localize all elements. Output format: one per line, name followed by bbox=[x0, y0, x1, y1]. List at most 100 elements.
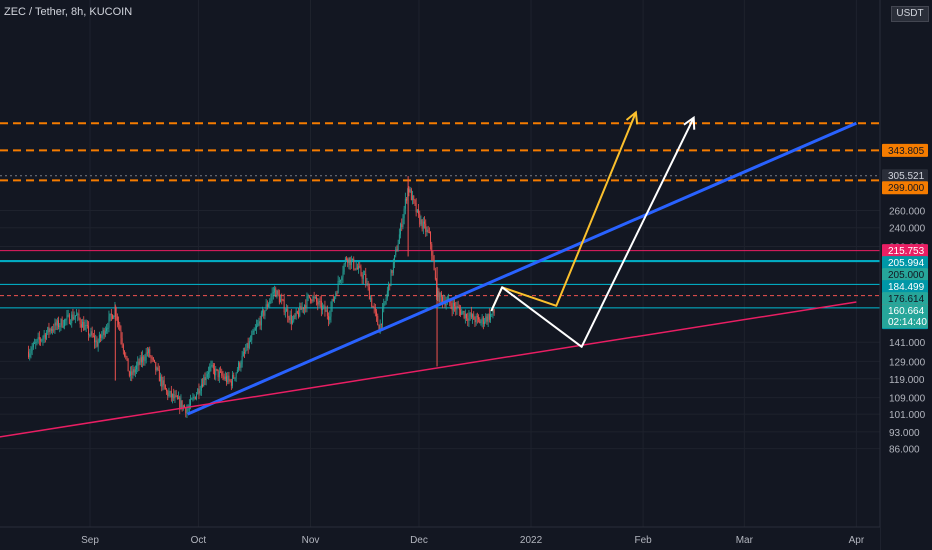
candle-body bbox=[175, 395, 177, 397]
candle-body bbox=[167, 391, 169, 397]
candle-body bbox=[390, 270, 392, 287]
candle-body bbox=[246, 343, 248, 351]
candle-body bbox=[384, 301, 386, 304]
price-label-pink: 215.753 bbox=[882, 244, 928, 258]
candle-body bbox=[222, 375, 224, 377]
candle-body bbox=[331, 299, 333, 307]
candle-body bbox=[72, 314, 74, 320]
price-tick-label: 109.000 bbox=[889, 394, 926, 405]
candle-body bbox=[413, 195, 415, 200]
candle-body bbox=[410, 189, 412, 201]
candle-body bbox=[200, 384, 202, 391]
pink-trendline[interactable] bbox=[0, 301, 857, 444]
currency-button[interactable]: USDT bbox=[891, 6, 929, 22]
candle-body bbox=[488, 314, 490, 320]
candle-body bbox=[149, 349, 151, 357]
candle-body bbox=[144, 359, 146, 361]
candle-body bbox=[287, 309, 289, 318]
candle-body bbox=[44, 334, 46, 339]
candle-body bbox=[342, 271, 344, 278]
candle-body bbox=[412, 195, 413, 201]
candle-body bbox=[400, 224, 401, 235]
candle-body bbox=[401, 224, 403, 228]
candle-body bbox=[230, 381, 232, 386]
candle-body bbox=[281, 299, 283, 301]
time-tick-label: Feb bbox=[634, 535, 652, 546]
candle-body bbox=[490, 314, 491, 320]
candle-body bbox=[96, 340, 98, 347]
candle-body bbox=[371, 298, 373, 307]
candle-body bbox=[367, 283, 369, 288]
candle-body bbox=[29, 353, 31, 358]
candle-body bbox=[50, 328, 52, 331]
candle-body bbox=[377, 315, 379, 326]
candle-body bbox=[482, 317, 484, 324]
candle-body bbox=[322, 306, 323, 311]
candle-body bbox=[174, 395, 176, 399]
candle-body bbox=[355, 267, 357, 270]
candle-body bbox=[221, 371, 223, 376]
time-tick-label: Apr bbox=[849, 535, 865, 546]
candle-body bbox=[269, 300, 271, 305]
price-axis[interactable]: 260.000240.000220.000141.000129.000119.0… bbox=[879, 0, 932, 550]
price-label-background bbox=[882, 292, 928, 306]
candle-body bbox=[146, 352, 148, 354]
candle-body bbox=[434, 270, 436, 280]
candle-body bbox=[53, 329, 55, 331]
candle-body bbox=[161, 376, 163, 387]
candle-body bbox=[196, 394, 197, 400]
candle-body bbox=[332, 299, 334, 302]
candle-body bbox=[373, 306, 375, 309]
candle-body bbox=[192, 397, 194, 399]
candle-body bbox=[112, 315, 113, 319]
candle-body bbox=[452, 302, 454, 311]
candle-body bbox=[150, 356, 152, 358]
candle-body bbox=[166, 389, 167, 392]
candle-body bbox=[107, 327, 109, 329]
price-tick-label: 86.000 bbox=[889, 445, 920, 456]
candle-body bbox=[68, 314, 70, 324]
candle-body bbox=[352, 258, 353, 261]
yellow-projection-arrowhead bbox=[625, 110, 639, 125]
current-price-countdown: 02:14:40 bbox=[888, 317, 927, 328]
candle-body bbox=[216, 369, 218, 371]
candle-body bbox=[40, 339, 41, 341]
candle-body bbox=[422, 221, 424, 229]
candle-body bbox=[328, 315, 329, 321]
candle-body bbox=[454, 302, 455, 307]
candle-body bbox=[376, 311, 377, 316]
price-label-background bbox=[882, 143, 928, 157]
candle-body bbox=[143, 356, 145, 361]
candle-body bbox=[299, 306, 301, 317]
candle-body bbox=[469, 313, 471, 316]
candle-body bbox=[484, 321, 485, 324]
blue-trendline[interactable] bbox=[187, 121, 857, 416]
candle-body bbox=[275, 288, 277, 297]
candle-body bbox=[424, 221, 425, 224]
candle-body bbox=[365, 274, 367, 284]
candle-body bbox=[70, 323, 71, 325]
candle-body bbox=[89, 334, 91, 336]
candle-body bbox=[134, 369, 136, 373]
current-price-background bbox=[882, 304, 928, 329]
price-label-orange: 343.805 bbox=[882, 143, 928, 157]
candle-body bbox=[486, 316, 488, 322]
candle-body bbox=[264, 310, 266, 316]
candle-body bbox=[235, 372, 237, 378]
candle-body bbox=[41, 339, 43, 341]
candle-body bbox=[133, 369, 135, 373]
candle-body bbox=[132, 369, 134, 375]
candle-body bbox=[77, 313, 79, 315]
white-projection[interactable] bbox=[490, 115, 696, 348]
candle-body bbox=[238, 362, 239, 370]
candle-body bbox=[185, 407, 187, 414]
candles bbox=[28, 176, 495, 419]
candle-body bbox=[232, 375, 233, 386]
time-axis[interactable]: Sep Oct Nov Dec 2022 Feb Mar Apr bbox=[0, 526, 880, 550]
candle-body bbox=[270, 296, 272, 301]
candle-body bbox=[121, 338, 123, 345]
candle-body bbox=[324, 305, 326, 312]
candle-body bbox=[329, 316, 331, 321]
candle-body bbox=[122, 344, 124, 351]
